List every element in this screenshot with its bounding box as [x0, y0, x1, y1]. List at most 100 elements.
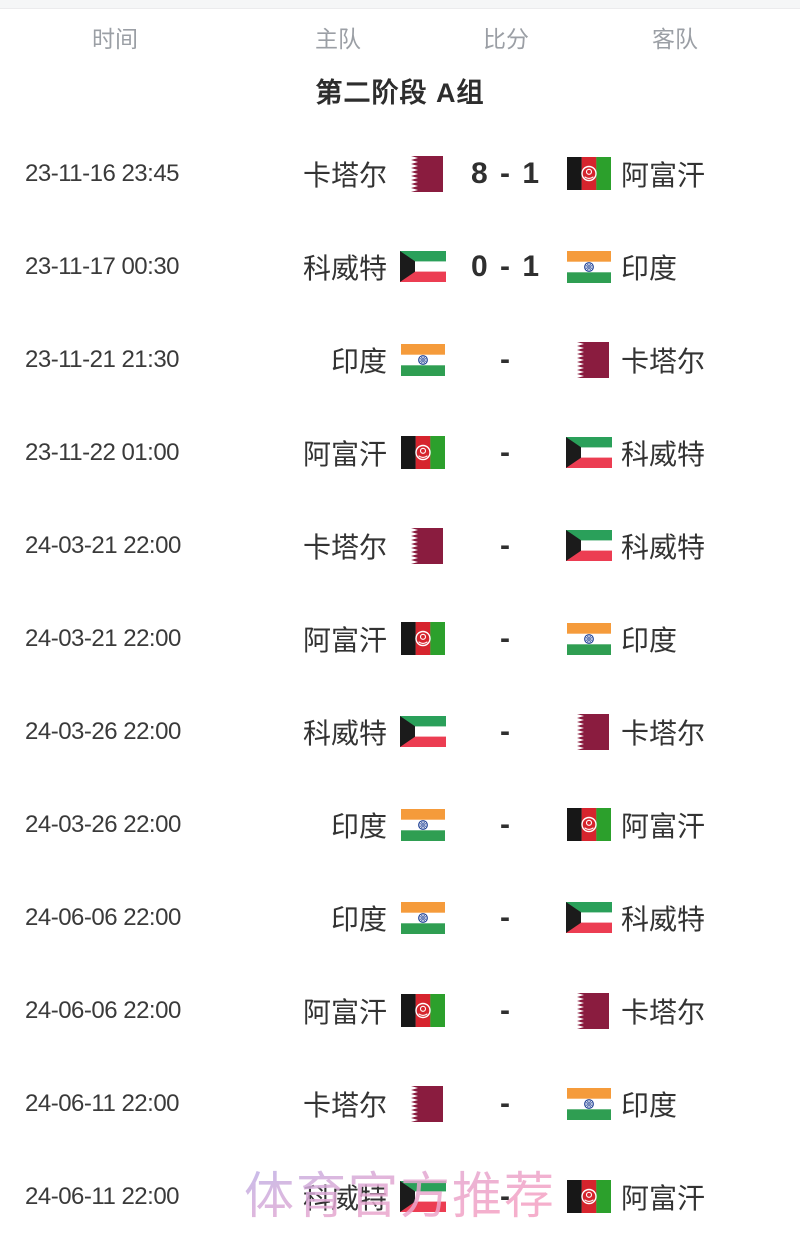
- home-team-flagbox: [400, 433, 446, 473]
- match-score: -: [500, 342, 512, 376]
- match-row: 23-11-22 01:00 阿富汗 - 科威特: [0, 406, 800, 499]
- india-flag-icon: [567, 622, 611, 655]
- match-score: -: [500, 900, 512, 934]
- home-team-cell: 阿富汗: [230, 619, 446, 659]
- away-team-cell: 阿富汗: [566, 1177, 800, 1217]
- column-header-time: 时间: [92, 26, 138, 52]
- india-flag-icon: [401, 901, 445, 934]
- home-team-flagbox: [400, 991, 446, 1031]
- home-team-cell: 阿富汗: [230, 433, 446, 473]
- home-team-name: 卡塔尔: [302, 159, 387, 191]
- group-stage-title: 第二阶段 A组: [315, 77, 485, 108]
- match-score: -: [500, 621, 512, 655]
- match-score: -: [500, 528, 512, 562]
- away-team-cell: 卡塔尔: [566, 991, 800, 1031]
- home-team-name: 印度: [330, 810, 387, 842]
- home-team-cell: 科威特: [230, 712, 446, 752]
- home-team-flagbox: [400, 154, 446, 194]
- home-team-cell: 印度: [230, 898, 446, 938]
- away-team-cell: 阿富汗: [566, 154, 800, 194]
- away-team-flagbox: [566, 433, 612, 473]
- match-row: 24-03-26 22:00 印度 - 阿富汗: [0, 778, 800, 871]
- home-team-name: 印度: [330, 345, 387, 377]
- away-team-cell: 阿富汗: [566, 805, 800, 845]
- match-list: 23-11-16 23:45 卡塔尔 8 - 1 阿富汗 23-11-17 00…: [0, 127, 800, 1233]
- match-score: -: [500, 1086, 512, 1120]
- kuwait-flag-icon: [400, 716, 446, 747]
- away-team-flagbox: [566, 898, 612, 938]
- match-score: 0 - 1: [470, 249, 542, 283]
- column-header-home: 主队: [315, 26, 361, 52]
- home-team-name: 阿富汗: [302, 996, 387, 1028]
- match-time: 23-11-22 01:00: [25, 438, 180, 466]
- table-header: 时间 主队 比分 客队: [0, 9, 800, 65]
- match-row: 24-03-26 22:00 科威特 - 卡塔尔: [0, 685, 800, 778]
- away-team-name: 阿富汗: [621, 159, 706, 191]
- column-header-away: 客队: [652, 26, 698, 52]
- away-team-flagbox: [566, 526, 612, 566]
- away-team-name: 科威特: [621, 903, 706, 935]
- home-team-flagbox: [400, 712, 446, 752]
- qatar-flag-icon: [403, 155, 443, 192]
- home-team-name: 科威特: [302, 252, 387, 284]
- match-time: 24-06-11 22:00: [25, 1182, 180, 1210]
- qatar-flag-icon: [403, 1085, 443, 1122]
- india-flag-icon: [401, 808, 445, 841]
- match-score: -: [500, 714, 512, 748]
- away-team-cell: 科威特: [566, 898, 800, 938]
- home-team-cell: 印度: [230, 805, 446, 845]
- home-team-flagbox: [400, 619, 446, 659]
- match-score: -: [500, 435, 512, 469]
- away-team-flagbox: [566, 340, 612, 380]
- home-team-cell: 卡塔尔: [230, 526, 446, 566]
- home-team-flagbox: [400, 1177, 446, 1217]
- home-team-name: 阿富汗: [302, 624, 387, 656]
- away-team-name: 卡塔尔: [621, 717, 706, 749]
- home-team-name: 卡塔尔: [302, 531, 387, 563]
- kuwait-flag-icon: [566, 530, 612, 561]
- match-time: 24-03-26 22:00: [25, 810, 181, 838]
- away-team-flagbox: [566, 1084, 612, 1124]
- home-team-name: 科威特: [302, 717, 387, 749]
- home-team-cell: 科威特: [230, 1177, 446, 1217]
- afghanistan-flag-icon: [401, 622, 445, 655]
- home-team-cell: 卡塔尔: [230, 1084, 446, 1124]
- kuwait-flag-icon: [400, 1181, 446, 1212]
- match-row: 23-11-16 23:45 卡塔尔 8 - 1 阿富汗: [0, 127, 800, 220]
- away-team-name: 印度: [621, 624, 678, 656]
- match-row: 24-06-06 22:00 阿富汗 - 卡塔尔: [0, 964, 800, 1057]
- match-time: 23-11-16 23:45: [25, 159, 180, 187]
- home-team-cell: 印度: [230, 340, 446, 380]
- home-team-flagbox: [400, 1084, 446, 1124]
- away-team-cell: 科威特: [566, 433, 800, 473]
- match-score: 8 - 1: [470, 156, 542, 190]
- away-team-cell: 卡塔尔: [566, 340, 800, 380]
- match-row: 24-06-11 22:00 卡塔尔 - 印度: [0, 1057, 800, 1150]
- away-team-name: 科威特: [621, 531, 706, 563]
- away-team-name: 卡塔尔: [621, 345, 706, 377]
- match-row: 24-06-11 22:00 科威特 - 阿富汗: [0, 1150, 800, 1233]
- afghanistan-flag-icon: [567, 157, 611, 190]
- away-team-cell: 印度: [566, 1084, 800, 1124]
- afghanistan-flag-icon: [401, 994, 445, 1027]
- match-row: 23-11-21 21:30 印度 - 卡塔尔: [0, 313, 800, 406]
- away-team-flagbox: [566, 1177, 612, 1217]
- match-score: -: [500, 1179, 512, 1213]
- away-team-cell: 卡塔尔: [566, 712, 800, 752]
- away-team-name: 阿富汗: [621, 810, 706, 842]
- column-header-score: 比分: [483, 26, 529, 52]
- away-team-name: 印度: [621, 252, 678, 284]
- match-time: 24-03-21 22:00: [25, 624, 181, 652]
- away-team-flagbox: [566, 991, 612, 1031]
- home-team-name: 卡塔尔: [302, 1089, 387, 1121]
- india-flag-icon: [401, 343, 445, 376]
- home-team-flagbox: [400, 898, 446, 938]
- home-team-flagbox: [400, 247, 446, 287]
- home-team-cell: 阿富汗: [230, 991, 446, 1031]
- match-time: 24-03-26 22:00: [25, 717, 181, 745]
- home-team-cell: 卡塔尔: [230, 154, 446, 194]
- qatar-flag-icon: [569, 341, 609, 378]
- home-team-name: 阿富汗: [302, 438, 387, 470]
- home-team-flagbox: [400, 340, 446, 380]
